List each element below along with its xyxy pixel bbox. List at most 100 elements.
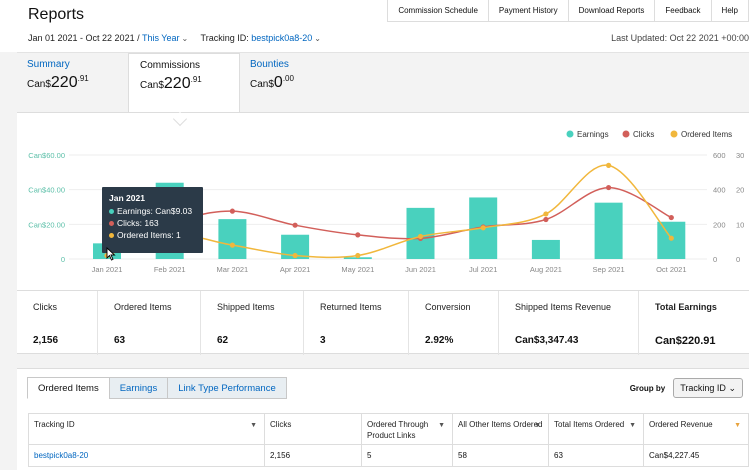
ordered-items-table: Tracking ID ▼ Clicks Ordered Through Prod…: [28, 413, 749, 467]
column-header-ordered-revenue[interactable]: Ordered Revenue ▼: [643, 413, 749, 445]
tab-link-type-performance[interactable]: Link Type Performance: [167, 377, 287, 399]
chevron-down-icon: ⌄: [728, 383, 736, 393]
report-tabs: Ordered Items Earnings Link Type Perform…: [27, 377, 287, 399]
metric-ordered-items: Ordered Items 63: [98, 291, 201, 355]
group-by-select[interactable]: Tracking ID ⌄: [673, 378, 743, 398]
y-right-clicks-tick-label: 200: [713, 220, 726, 229]
ordered-items-point: [606, 162, 612, 168]
x-tick-label: Oct 2021: [656, 265, 686, 274]
ordered-items-point: [668, 235, 674, 241]
date-separator: /: [137, 33, 140, 43]
chevron-down-icon[interactable]: ⌄: [181, 34, 189, 43]
top-bar: Reports Commission Schedule Payment Hist…: [0, 0, 749, 52]
tracking-id-link[interactable]: bestpick0a8-20: [28, 444, 265, 467]
tab-ordered-items[interactable]: Ordered Items: [27, 377, 110, 399]
group-by: Group by Tracking ID ⌄: [630, 378, 743, 398]
legend-label: Clicks: [633, 130, 654, 139]
column-header-ordered-through-product-links[interactable]: Ordered Through Product Links ▼: [361, 413, 453, 445]
y-left-tick-label: Can$60.00: [28, 151, 65, 160]
mouse-cursor-icon: [106, 247, 116, 261]
ordered-items-point: [417, 233, 424, 240]
x-tick-label: Jun 2021: [405, 265, 436, 274]
commission-schedule-button[interactable]: Commission Schedule: [387, 0, 489, 22]
x-tick-label: Jul 2021: [469, 265, 497, 274]
date-range: Jan 01 2021 - Oct 22 2021: [28, 33, 135, 43]
clicks-point: [543, 216, 549, 223]
payment-history-button[interactable]: Payment History: [487, 0, 569, 22]
sort-arrow-icon: ▼: [629, 422, 636, 429]
tab-bounties[interactable]: Bounties Can$0.00: [250, 53, 350, 117]
metric-clicks: Clicks 2,156: [17, 291, 98, 355]
chart-tooltip: Jan 2021 Earnings: Can$9.03 Clicks: 163 …: [102, 187, 203, 253]
clicks-point: [229, 208, 235, 214]
clicks-point: [355, 232, 361, 238]
legend-marker: [670, 130, 678, 138]
commissions-amount: Can$220.91: [140, 75, 202, 92]
help-button[interactable]: Help: [710, 0, 749, 22]
tracking-id-selector[interactable]: bestpick0a8-20: [251, 33, 313, 43]
metric-returned-items: Returned Items 3: [304, 291, 409, 355]
tooltip-row-earnings: Earnings: Can$9.03: [109, 205, 196, 217]
top-nav: Commission Schedule Payment History Down…: [387, 0, 749, 22]
y-right-clicks-tick-label: 600: [713, 151, 726, 160]
x-tick-label: Mar 2021: [217, 265, 249, 274]
summary-tab-label: Summary: [27, 59, 70, 70]
last-updated: Last Updated: Oct 22 2021 +00:00: [611, 33, 749, 43]
summary-amount: Can$220.91: [27, 74, 89, 91]
table-cell: Can$4,227.45: [643, 444, 749, 467]
tooltip-row-ordered-items: Ordered Items: 1: [109, 229, 196, 241]
y-left-tick-label: 0: [61, 255, 65, 264]
report-details: Ordered Items Earnings Link Type Perform…: [17, 368, 749, 470]
x-tick-label: Sep 2021: [593, 265, 625, 274]
table-cell: 2,156: [264, 444, 362, 467]
earnings-bar: [218, 219, 247, 259]
commissions-tab-label: Commissions: [140, 60, 201, 71]
tooltip-row-clicks: Clicks: 163: [109, 217, 196, 229]
chevron-down-icon[interactable]: ⌄: [314, 34, 321, 43]
tab-commissions[interactable]: Commissions Can$220.91: [128, 53, 240, 117]
table-cell: 58: [452, 444, 549, 467]
ordered-items-point: [355, 252, 361, 259]
column-header-tracking-id[interactable]: Tracking ID ▼: [28, 413, 265, 445]
column-header-all-other-items-ordered[interactable]: All Other Items Ordered ▼: [452, 413, 549, 445]
ordered-items-point: [480, 225, 486, 231]
clicks-line: [106, 186, 672, 240]
y-right-clicks-tick-label: 0: [713, 255, 717, 264]
x-tick-label: Jan 2021: [92, 265, 123, 274]
group-by-label: Group by: [629, 383, 666, 393]
legend-label: Earnings: [577, 130, 609, 139]
legend-marker: [566, 130, 574, 138]
bounties-amount: Can$0.00: [250, 74, 294, 91]
column-header-total-items-ordered[interactable]: Total Items Ordered ▼: [548, 413, 644, 445]
table-cell: 63: [548, 444, 644, 467]
download-reports-button[interactable]: Download Reports: [567, 0, 656, 22]
summary-tabs: Summary Can$220.91 Commissions Can$220.9…: [17, 52, 749, 117]
sort-arrow-icon: ▼: [438, 422, 445, 429]
period-selector[interactable]: This Year: [141, 33, 180, 43]
legend-label: Ordered Items: [681, 130, 732, 139]
y-right-items-tick-label: 10: [736, 220, 744, 229]
page-title: Reports: [28, 6, 85, 23]
bounties-tab-label: Bounties: [250, 59, 289, 70]
tooltip-title: Jan 2021: [109, 193, 145, 203]
metric-shipped-items: Shipped Items 62: [201, 291, 304, 355]
earnings-bar: [531, 239, 560, 259]
table-cell: 5: [361, 444, 453, 467]
tab-earnings[interactable]: Earnings: [108, 377, 169, 399]
metric-shipped-items-revenue: Shipped Items Revenue Can$3,347.43: [499, 291, 639, 355]
metric-total-earnings: Total Earnings Can$220.91: [655, 302, 717, 347]
sort-arrow-icon: ▼: [534, 422, 541, 429]
ordered-items-point: [543, 211, 549, 217]
earnings-bar: [406, 207, 435, 259]
tab-summary[interactable]: Summary Can$220.91: [27, 53, 127, 117]
ordered-items-point: [292, 252, 298, 259]
y-left-tick-label: Can$20.00: [28, 220, 65, 229]
x-tick-label: Aug 2021: [530, 265, 562, 274]
y-right-items-tick-label: 20: [736, 186, 744, 195]
clicks-point: [292, 222, 298, 228]
column-header-clicks[interactable]: Clicks: [264, 413, 362, 445]
tracking-id-label: Tracking ID:: [200, 33, 249, 43]
metrics-row: Clicks 2,156 Ordered Items 63 Shipped Item…: [17, 290, 749, 355]
feedback-button[interactable]: Feedback: [654, 0, 712, 22]
sort-arrow-icon: ▼: [734, 422, 741, 429]
